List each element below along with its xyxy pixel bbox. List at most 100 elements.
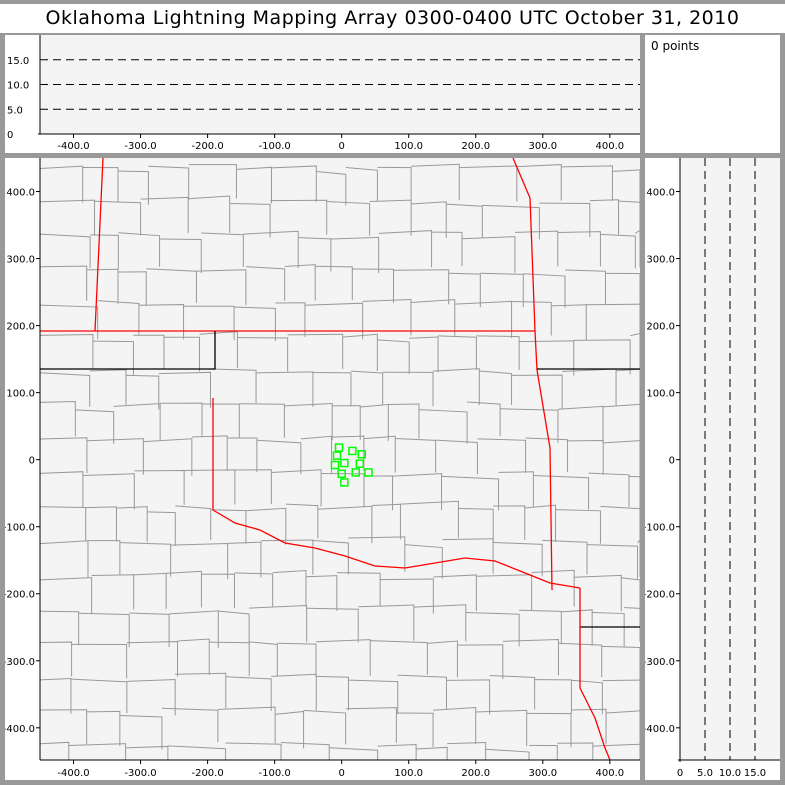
county-boundary	[225, 676, 272, 711]
county-boundary	[321, 473, 365, 508]
county-boundary	[529, 744, 558, 760]
x-tick-label: 200.0	[461, 768, 490, 779]
county-boundary	[524, 504, 557, 542]
county-boundary	[158, 371, 211, 408]
county-boundary	[39, 304, 99, 340]
county-boundary	[234, 306, 276, 342]
county-boundary	[435, 439, 478, 475]
county-boundary	[126, 641, 179, 677]
county-boundary	[148, 165, 190, 201]
state-border-west	[94, 157, 104, 332]
county-boundary	[118, 170, 149, 206]
y-tick-label: 200.0	[646, 322, 675, 333]
county-boundary	[89, 369, 127, 405]
county-boundary	[498, 471, 534, 507]
county-boundary	[39, 641, 73, 677]
county-boundary	[191, 435, 228, 471]
county-boundary	[237, 337, 289, 372]
county-boundary	[166, 570, 202, 608]
county-boundary	[482, 204, 540, 240]
county-boundary	[256, 439, 302, 475]
county-boundary	[271, 469, 322, 507]
county-boundary	[188, 195, 231, 233]
county-boundary	[303, 709, 347, 745]
y-tick-label: -200.0	[5, 590, 35, 601]
county-boundary	[210, 368, 257, 404]
altitude-panel[interactable]: 0 5.0 10.0 15.0 -400.0 -300.0 -200.0 -100.0 0 100…	[5, 35, 640, 153]
y-tick-label: -400.0	[5, 724, 35, 735]
county-boundary	[300, 435, 333, 473]
county-boundary	[433, 574, 477, 612]
county-boundary	[160, 402, 203, 438]
county-boundary	[462, 236, 516, 273]
county-boundary	[370, 640, 428, 675]
county-boundary	[134, 470, 185, 505]
y-tick-label: 10.0	[7, 81, 29, 92]
county-boundary	[117, 271, 147, 307]
county-boundary	[86, 710, 121, 746]
county-boundary	[133, 572, 167, 609]
map-panel[interactable]: 400.0 300.0 200.0 100.0 0 -100.0 -200.0 -300.0 -…	[3, 157, 641, 780]
county-boundary	[442, 538, 494, 574]
county-boundary	[119, 715, 163, 750]
county-boundary	[416, 746, 448, 760]
altitude-plot: 0 5.0 10.0 15.0 -400.0 -300.0 -200.0 -100.0 0 100…	[7, 35, 640, 152]
y-tick-label: -300.0	[5, 657, 35, 668]
county-boundary	[418, 409, 468, 444]
county-boundary	[348, 679, 399, 715]
county-boundary	[371, 503, 401, 540]
county-boundary	[183, 305, 235, 341]
y-tick-label: 300.0	[6, 255, 35, 266]
county-boundary	[146, 268, 197, 303]
station-marker	[332, 451, 342, 460]
county-boundary	[475, 709, 528, 746]
county-boundary	[388, 403, 420, 439]
county-boundary	[39, 265, 88, 301]
county-boundary	[493, 505, 526, 541]
county-boundary	[249, 604, 308, 643]
county-boundary	[245, 507, 287, 545]
y-tick-label: -100.0	[5, 523, 35, 534]
x-tick-label: 200.0	[461, 141, 490, 152]
x-tick-label: -200.0	[191, 768, 223, 779]
county-boundary	[234, 469, 272, 504]
y-tick-label: -100.0	[645, 523, 675, 534]
station-marker	[348, 446, 357, 456]
county-boundary	[542, 539, 588, 575]
county-boundary	[234, 572, 274, 607]
county-boundary	[448, 272, 481, 308]
x-tick-label: -300.0	[124, 141, 156, 152]
y-tick-label: -300.0	[645, 657, 675, 668]
county-boundary	[571, 679, 603, 715]
x-tick-label: 5.0	[697, 768, 713, 779]
county-boundary	[476, 574, 533, 611]
station-marker	[357, 450, 367, 459]
county-boundary	[519, 609, 562, 645]
county-boundary	[567, 440, 604, 475]
county-boundary	[280, 741, 330, 760]
county-boundary	[589, 199, 620, 235]
county-boundary	[126, 679, 176, 716]
county-boundary	[413, 604, 467, 642]
county-boundary	[284, 264, 316, 301]
county-boundary	[82, 473, 135, 510]
county-boundary	[369, 199, 412, 236]
county-boundary	[502, 638, 559, 676]
station-marker	[330, 460, 340, 470]
station-marker	[340, 478, 349, 487]
x-tick-label: 100.0	[394, 141, 423, 152]
county-boundary	[116, 506, 148, 543]
county-boundary	[75, 409, 115, 444]
county-boundary	[511, 374, 563, 410]
county-boundary	[378, 230, 433, 268]
county-boundary	[236, 166, 272, 204]
y-tick-label: 200.0	[6, 322, 35, 333]
county-boundary	[600, 233, 636, 269]
county-boundary	[39, 333, 94, 370]
county-boundary	[39, 199, 96, 236]
ns-altitude-panel[interactable]: 400.0 300.0 200.0 100.0 0 -100.0 -200.0 -300.0 -…	[643, 158, 780, 780]
county-boundary	[446, 679, 491, 715]
county-boundary	[271, 165, 317, 202]
points-count: 0 points	[651, 39, 700, 53]
county-boundary	[245, 266, 286, 301]
